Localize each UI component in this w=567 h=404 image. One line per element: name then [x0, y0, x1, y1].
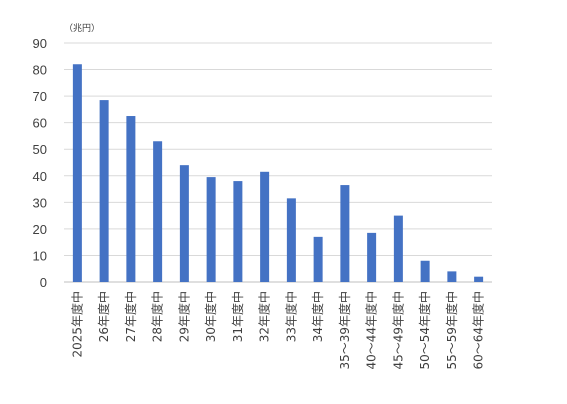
bar — [474, 276, 484, 282]
bar — [340, 185, 350, 282]
y-tick-label: 70 — [33, 89, 47, 104]
bar — [286, 198, 296, 282]
x-category-label: 33年度中 — [283, 291, 298, 342]
bar — [72, 64, 82, 282]
bar — [260, 171, 270, 282]
y-tick-label: 10 — [33, 248, 47, 263]
bar — [447, 271, 457, 282]
y-tick-label: 20 — [33, 222, 47, 237]
bar — [233, 181, 243, 282]
x-category-label: 2025年度中 — [69, 291, 84, 358]
y-tick-label: 0 — [40, 275, 47, 290]
x-category-label: 55～59年度中 — [444, 291, 459, 370]
x-category-label: 30年度中 — [203, 291, 218, 342]
x-category-label: 31年度中 — [230, 291, 245, 342]
x-category-label: 50～54年度中 — [417, 291, 432, 370]
bar — [179, 165, 189, 282]
bar — [126, 116, 136, 283]
y-axis-ticks: 0 10 20 30 40 50 60 70 80 90 — [33, 36, 47, 290]
x-category-label: 60～64年度中 — [471, 291, 486, 370]
bar — [206, 177, 216, 282]
x-category-label: 26年度中 — [96, 291, 111, 342]
x-category-label: 45～49年度中 — [390, 291, 405, 370]
x-category-label: 29年度中 — [176, 291, 191, 342]
bar — [420, 260, 430, 282]
x-category-label: 40～44年度中 — [364, 291, 379, 370]
bar — [313, 236, 323, 282]
unit-label: （兆円） — [64, 23, 100, 34]
x-category-label: 28年度中 — [150, 291, 165, 342]
y-tick-label: 60 — [33, 116, 47, 131]
y-tick-label: 90 — [33, 36, 47, 51]
x-category-label: 35～39年度中 — [337, 291, 352, 370]
y-tick-label: 80 — [33, 63, 47, 78]
bar — [367, 232, 377, 282]
x-axis-labels: 2025年度中 26年度中 27年度中 28年度中 29年度中 30年度中 31年度中 32年… — [69, 291, 485, 370]
bar — [393, 215, 403, 282]
bar — [99, 100, 109, 282]
x-category-label: 32年度中 — [257, 291, 272, 342]
x-category-label: 27年度中 — [123, 291, 138, 342]
bar — [153, 141, 163, 282]
y-tick-label: 40 — [33, 169, 47, 184]
x-category-label: 34年度中 — [310, 291, 325, 342]
y-tick-label: 50 — [33, 142, 47, 157]
bars — [72, 64, 484, 283]
y-tick-label: 30 — [33, 195, 47, 210]
